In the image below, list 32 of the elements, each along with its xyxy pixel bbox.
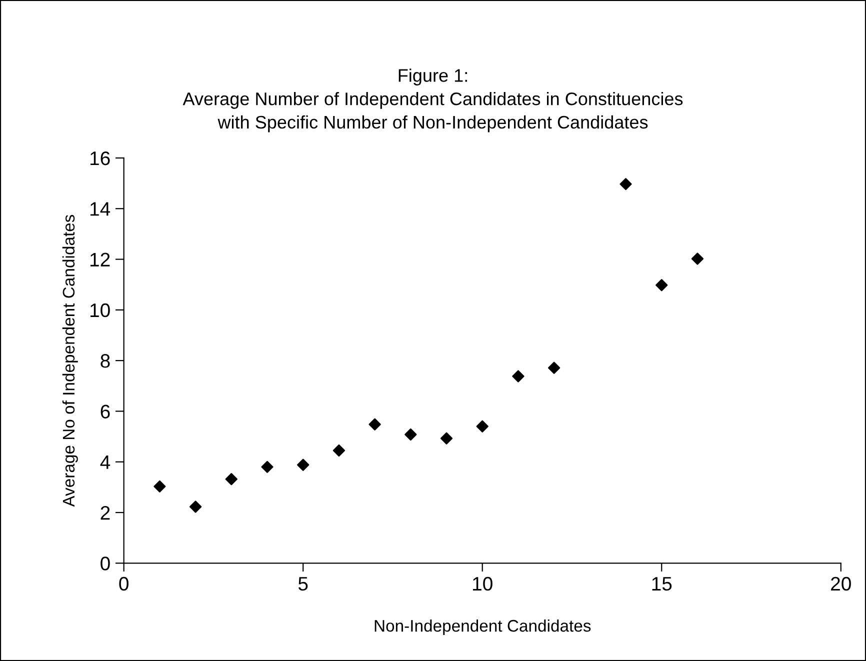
x-tick-label: 15 — [652, 577, 672, 591]
y-tick-label: 2 — [100, 506, 110, 520]
point — [548, 362, 560, 374]
y-tick-label: 10 — [90, 303, 110, 318]
y-tick-label: 4 — [100, 456, 110, 469]
point — [261, 460, 274, 474]
point — [404, 428, 417, 441]
point — [297, 458, 310, 471]
x-tick-label: 5 — [298, 577, 308, 591]
y-tick-label: 16 — [90, 151, 110, 166]
x-tick-label: 0 — [119, 576, 128, 591]
x-axis-title: Non-Independent Candidates — [374, 619, 591, 636]
point — [154, 480, 166, 493]
x-tick-label: 10 — [473, 576, 492, 591]
point — [189, 500, 202, 513]
y-tick-label: 12 — [90, 252, 110, 266]
point — [368, 418, 381, 430]
point — [512, 370, 524, 382]
point — [691, 252, 704, 265]
point — [656, 279, 668, 292]
point — [440, 432, 453, 444]
point — [225, 473, 238, 486]
y-axis-title: Average No of Independent Candidates — [62, 214, 78, 507]
y-tick-label: 14 — [90, 202, 110, 216]
point — [620, 178, 632, 190]
point — [476, 420, 488, 432]
chart-title: Figure 1: Average Number of Independent Candidates in Constituencies with Specific Number of Non-Independent Candidates — [182, 68, 683, 132]
y-tick-label: 0 — [100, 556, 110, 570]
x-tick-label: 20 — [831, 576, 851, 591]
y-tick-label: 8 — [100, 354, 110, 368]
y-tick-label: 6 — [100, 404, 110, 418]
point — [332, 444, 346, 457]
